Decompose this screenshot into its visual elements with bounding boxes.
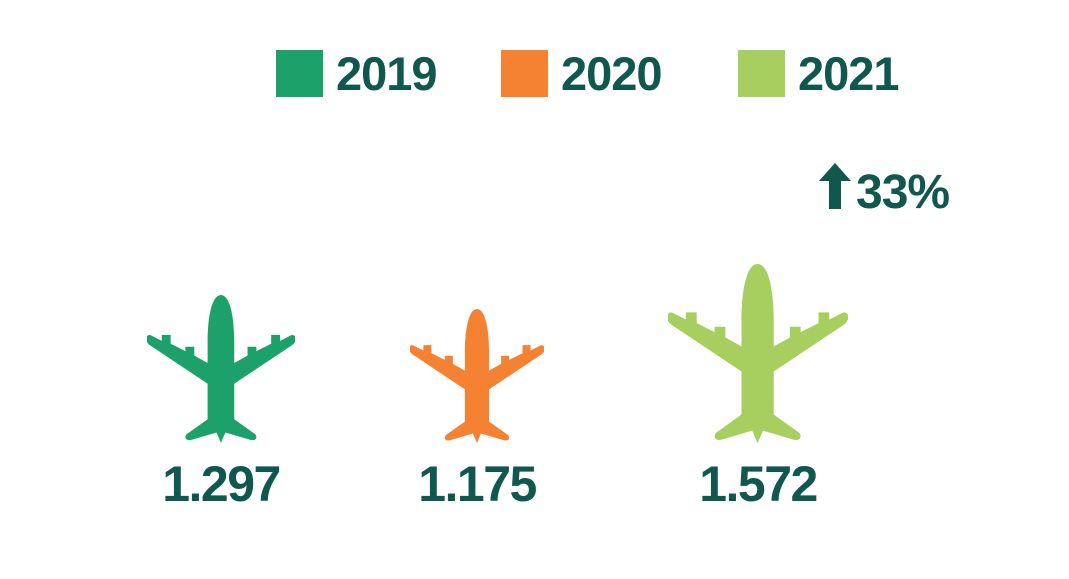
value-label-2021: 1.572 [699,456,818,512]
airplane-icon [667,263,849,443]
legend-swatch-2019 [276,50,323,97]
arrow-up-icon [819,163,851,209]
legend-label-2019: 2019 [336,47,438,100]
legend-label-2020: 2020 [561,47,663,100]
value-label-2020: 1.175 [418,456,537,512]
plane-2019 [146,295,296,443]
plane-2021 [667,263,849,443]
airplane-icon [409,309,545,443]
plane-2020 [409,309,545,443]
value-label-2019: 1.297 [162,456,281,512]
legend-swatch-2020 [501,50,548,97]
legend-swatch-2021 [738,50,785,97]
airplane-icon [146,295,296,443]
growth-label: 33% [856,166,950,219]
legend-label-2021: 2021 [798,47,900,100]
